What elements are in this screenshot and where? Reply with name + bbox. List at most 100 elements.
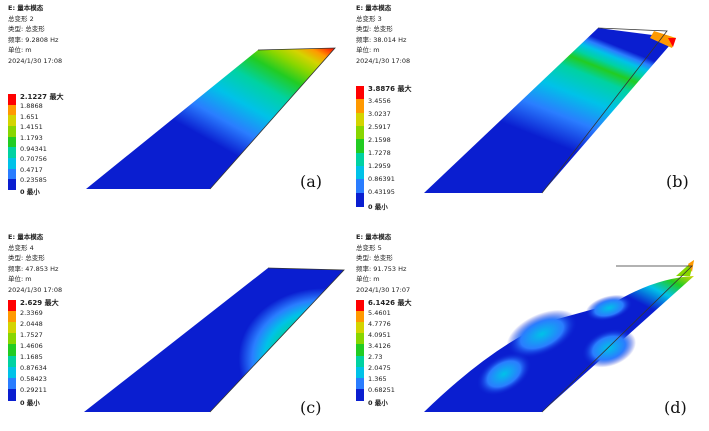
- legend-swatch: [356, 166, 364, 180]
- legend-swatch: [8, 115, 16, 127]
- legend-value: 1.1793: [20, 134, 43, 142]
- info-frequency: 频率: 9.2808 Hz: [8, 35, 59, 44]
- legend-swatch: [8, 355, 16, 368]
- legend-swatch: [8, 300, 16, 312]
- legend-min: 0 最小: [368, 399, 388, 407]
- deformed-shape-b: [424, 28, 676, 193]
- legend-value: 2.73: [368, 353, 383, 361]
- legend-value: 2.3369: [20, 309, 43, 317]
- legend-swatch: [8, 104, 16, 116]
- legend-swatch: [8, 333, 16, 346]
- legend-value: 2.1598: [368, 136, 391, 144]
- legend-value: 1.7527: [20, 331, 43, 339]
- info-title: E: 量本模态: [8, 4, 44, 12]
- legend-max: 6.1426 最大: [368, 299, 412, 307]
- info-unit: 单位: m: [356, 275, 380, 284]
- legend-swatch: [356, 179, 364, 194]
- legend-value: 1.2959: [368, 162, 391, 170]
- legend-value: 4.7776: [368, 320, 391, 328]
- legend-value: 2.0475: [368, 364, 391, 372]
- info-unit: 单位: m: [356, 46, 380, 55]
- panel-b: E: 量本模态 总变形 3 类型: 总变形 频率: 38.014 Hz 单位: …: [354, 0, 708, 215]
- legend-swatch: [356, 366, 364, 379]
- legend-value: 1.7278: [368, 149, 391, 157]
- legend-swatch: [8, 377, 16, 390]
- info-time: 2024/1/30 17:07: [356, 285, 411, 294]
- mode-shape-plot-d: [424, 260, 694, 413]
- legend-swatch: [8, 168, 16, 180]
- legend-value: 0.23585: [20, 176, 47, 184]
- legend-min: 0 最小: [20, 188, 40, 196]
- legend-swatch: [8, 126, 16, 137]
- info-type: 类型: 总变形: [8, 25, 45, 34]
- panel-label-b: (b): [666, 172, 689, 191]
- info-type: 类型: 总变形: [356, 254, 393, 263]
- legend-min: 0 最小: [368, 203, 388, 211]
- legend-swatch: [8, 311, 16, 324]
- legend-swatch: [356, 99, 364, 114]
- legend-value: 1.1685: [20, 353, 43, 361]
- legend-value: 0.29211: [20, 386, 47, 394]
- legend-value: 1.8868: [20, 102, 43, 110]
- legend-value: 3.0237: [368, 110, 391, 118]
- legend-value: 5.4601: [368, 309, 391, 317]
- legend-swatch: [356, 333, 364, 346]
- legend-value: 0.58423: [20, 375, 47, 383]
- color-legend-c: [8, 300, 16, 401]
- legend-value: 0.86391: [368, 175, 395, 183]
- info-name: 总变形 5: [356, 243, 382, 252]
- legend-value: 1.4606: [20, 342, 43, 350]
- legend-swatch: [8, 136, 16, 148]
- info-block-d: E: 量本模态 总变形 5 类型: 总变形 频率: 91.753 Hz 单位: …: [356, 232, 410, 296]
- info-frequency: 频率: 38.014 Hz: [356, 35, 407, 44]
- legend-value: 0.70756: [20, 155, 47, 163]
- legend-value: 2.0448: [20, 320, 43, 328]
- panel-label-d: (d): [664, 398, 687, 417]
- legend-swatch: [356, 355, 364, 368]
- legend-value: 1.651: [20, 113, 39, 121]
- legend-swatch: [356, 152, 364, 167]
- info-block-a: E: 量本模态 总变形 2 类型: 总变形 频率: 9.2808 Hz 单位: …: [8, 3, 62, 67]
- legend-swatch: [356, 388, 364, 401]
- legend-value: 1.365: [368, 375, 387, 383]
- legend-value: 0.94341: [20, 145, 47, 153]
- info-title: E: 量本模态: [356, 233, 392, 241]
- panel-d: E: 量本模态 总变形 5 类型: 总变形 频率: 91.753 Hz 单位: …: [354, 216, 708, 431]
- legend-value: 3.4556: [368, 97, 391, 105]
- panel-c: E: 量本模态 总变形 4 类型: 总变形 频率: 47.853 Hz 单位: …: [0, 216, 354, 431]
- info-time: 2024/1/30 17:08: [8, 285, 63, 294]
- info-type: 类型: 总变形: [8, 254, 45, 263]
- panel-a: E: 量本模态 总变形 2 类型: 总变形 频率: 9.2808 Hz 单位: …: [0, 0, 354, 215]
- legend-max: 3.8876 最大: [368, 85, 412, 93]
- legend-swatch: [8, 179, 16, 191]
- color-legend-d: [356, 300, 364, 401]
- legend-swatch: [356, 112, 364, 127]
- info-block-c: E: 量本模态 总变形 4 类型: 总变形 频率: 47.853 Hz 单位: …: [8, 232, 62, 296]
- info-unit: 单位: m: [8, 46, 32, 55]
- mode-shape-plot-b: [424, 27, 676, 194]
- color-legend-b: [356, 86, 364, 207]
- deformed-shape-a: [86, 48, 335, 189]
- legend-value: 0.87634: [20, 364, 47, 372]
- info-block-b: E: 量本模态 总变形 3 类型: 总变形 频率: 38.014 Hz 单位: …: [356, 3, 410, 67]
- legend-swatch: [356, 126, 364, 140]
- legend-value: 1.4151: [20, 123, 43, 131]
- info-time: 2024/1/30 17:08: [8, 56, 63, 65]
- legend-swatch: [356, 86, 364, 100]
- legend-swatch: [8, 388, 16, 401]
- panel-label-c: (c): [300, 398, 322, 417]
- legend-max: 2.629 最大: [20, 299, 59, 307]
- legend-swatch: [8, 158, 16, 169]
- info-time: 2024/1/30 17:08: [356, 56, 411, 65]
- legend-value: 3.4126: [368, 342, 391, 350]
- legend-swatch: [8, 344, 16, 357]
- color-legend-a: [8, 94, 16, 191]
- legend-swatch: [356, 377, 364, 390]
- legend-swatch: [356, 344, 364, 357]
- legend-swatch: [356, 300, 364, 312]
- info-frequency: 频率: 91.753 Hz: [356, 264, 407, 273]
- legend-max: 2.1227 最大: [20, 93, 64, 101]
- legend-swatch: [356, 139, 364, 154]
- legend-value: 0.4717: [20, 166, 43, 174]
- info-type: 类型: 总变形: [356, 25, 393, 34]
